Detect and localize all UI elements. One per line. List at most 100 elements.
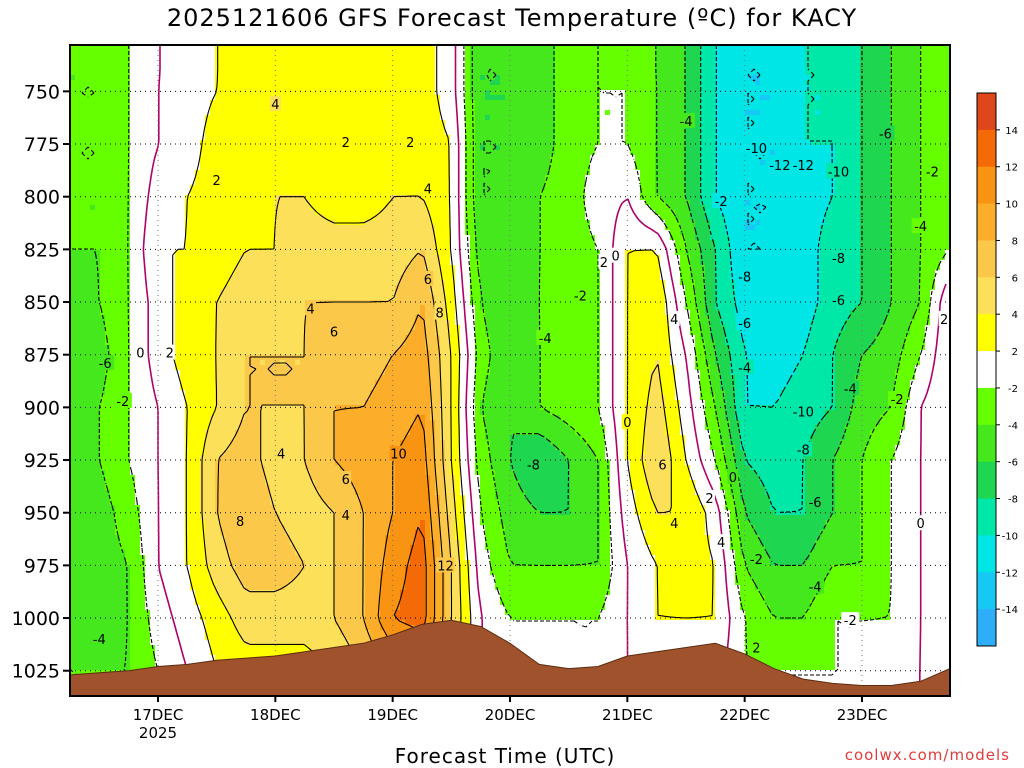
temperature-cell [215, 260, 221, 266]
temperature-cell [125, 570, 131, 576]
temperature-cell [120, 650, 126, 656]
temperature-cell [250, 490, 256, 496]
temperature-cell [190, 280, 196, 286]
temperature-cell [105, 445, 111, 451]
temperature-cell [80, 100, 86, 106]
temperature-cell [205, 175, 211, 181]
temperature-cell [255, 400, 261, 406]
temperature-cell [230, 305, 236, 311]
temperature-cell [90, 210, 96, 216]
temperature-cell [230, 120, 236, 126]
temperature-cell [190, 420, 196, 426]
temperature-cell [80, 270, 86, 276]
temperature-cell [145, 165, 151, 171]
temperature-cell [240, 160, 246, 166]
temperature-cell [155, 320, 161, 326]
temperature-cell [110, 185, 116, 191]
temperature-cell [100, 605, 106, 611]
temperature-cell [250, 350, 256, 356]
temperature-cell [135, 480, 141, 486]
temperature-cell [90, 510, 96, 516]
temperature-cell [185, 455, 191, 461]
temperature-cell [220, 365, 226, 371]
temperature-cell [80, 295, 86, 301]
temperature-cell [125, 95, 131, 101]
temperature-cell [165, 480, 171, 486]
temperature-cell [195, 405, 201, 411]
temperature-cell [85, 360, 91, 366]
temperature-cell [205, 620, 211, 626]
temperature-cell [75, 605, 81, 611]
temperature-cell [210, 560, 216, 566]
temperature-cell [210, 425, 216, 431]
temperature-cell [75, 380, 81, 386]
temperature-cell [235, 340, 241, 346]
temperature-cell [110, 310, 116, 316]
temperature-cell [155, 370, 161, 376]
temperature-cell [70, 390, 76, 396]
temperature-cell [130, 595, 136, 601]
temperature-cell [190, 560, 196, 566]
temperature-cell [130, 115, 136, 121]
temperature-cell [75, 405, 81, 411]
temperature-cell [80, 590, 86, 596]
temperature-cell [125, 125, 131, 131]
temperature-cell [205, 60, 211, 66]
temperature-cell [185, 235, 191, 241]
temperature-cell [190, 205, 196, 211]
temperature-cell [200, 360, 206, 366]
temperature-cell [120, 140, 126, 146]
temperature-cell [195, 565, 201, 571]
temperature-cell [120, 505, 126, 511]
temperature-cell [230, 405, 236, 411]
temperature-cell [210, 60, 216, 66]
temperature-cell [170, 525, 176, 531]
temperature-cell [100, 465, 106, 471]
temperature-cell [95, 625, 101, 631]
temperature-cell [235, 175, 241, 181]
temperature-cell [90, 45, 96, 51]
temperature-cell [190, 525, 196, 531]
temperature-cell [110, 455, 116, 461]
temperature-cell [250, 85, 256, 91]
temperature-cell [145, 215, 151, 221]
temperature-cell [200, 595, 206, 601]
temperature-cell [205, 200, 211, 206]
temperature-cell [210, 215, 216, 221]
temperature-cell [180, 325, 186, 331]
temperature-cell [130, 200, 136, 206]
temperature-cell [130, 430, 136, 436]
temperature-cell [210, 550, 216, 556]
temperature-cell [230, 50, 236, 56]
temperature-cell [240, 110, 246, 116]
temperature-cell [80, 325, 86, 331]
temperature-cell [70, 535, 76, 541]
temperature-cell [170, 80, 176, 86]
temperature-cell [140, 480, 146, 486]
temperature-cell [70, 600, 76, 606]
temperature-cell [150, 445, 156, 451]
temperature-cell [245, 285, 251, 291]
temperature-cell [230, 95, 236, 101]
temperature-cell [155, 205, 161, 211]
temperature-cell [110, 480, 116, 486]
temperature-cell [235, 600, 241, 606]
temperature-cell [95, 270, 101, 276]
temperature-cell [175, 335, 181, 341]
temperature-cell [75, 345, 81, 351]
temperature-cell [230, 90, 236, 96]
temperature-cell [160, 170, 166, 176]
temperature-cell [235, 615, 241, 621]
temperature-cell [105, 315, 111, 321]
temperature-cell [190, 425, 196, 431]
temperature-cell [185, 475, 191, 481]
temperature-cell [225, 195, 231, 201]
temperature-cell [230, 335, 236, 341]
temperature-cell [170, 185, 176, 191]
temperature-cell [105, 580, 111, 586]
temperature-cell [80, 450, 86, 456]
temperature-cell [120, 330, 126, 336]
temperature-cell [195, 455, 201, 461]
temperature-cell [135, 395, 141, 401]
temperature-cell [190, 45, 196, 51]
